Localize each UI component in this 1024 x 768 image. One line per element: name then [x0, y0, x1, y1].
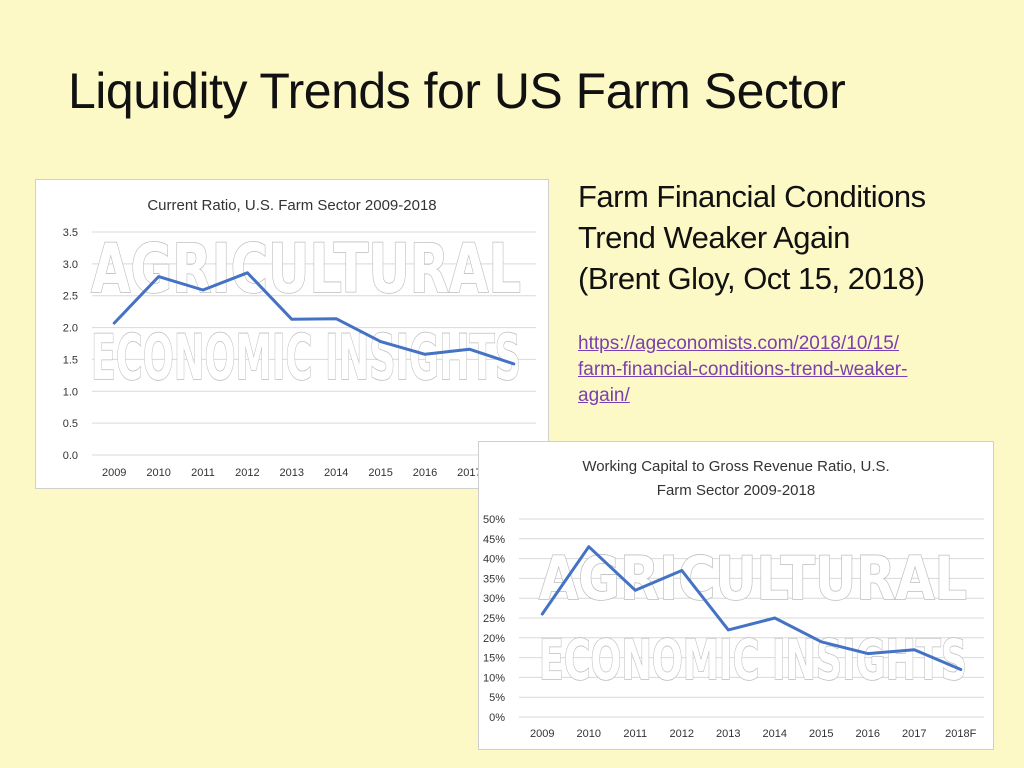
- current-ratio-x-tick-label: 2014: [324, 467, 348, 479]
- current-ratio-chart: AGRICULTURAL ECONOMIC INSIGHTS Current Rat…: [35, 179, 549, 489]
- working-capital-y-tick-label: 40%: [483, 554, 505, 566]
- article-title-line: (Brent Gloy, Oct 15, 2018): [578, 261, 925, 296]
- working-capital-watermark-line: ECONOMIC INSIGHTS: [539, 628, 967, 692]
- current-ratio-y-tick-label: 3.5: [63, 227, 78, 239]
- current-ratio-y-tick-label: 0.0: [63, 450, 78, 462]
- article-link-line[interactable]: farm-financial-conditions-trend-weaker-: [578, 359, 908, 380]
- working-capital-y-tick-label: 30%: [483, 593, 505, 605]
- current-ratio-y-tick-label: 1.0: [63, 386, 78, 398]
- current-ratio-x-tick-label: 2016: [413, 467, 437, 479]
- working-capital-series-line: [540, 545, 963, 671]
- current-ratio-y-tick-label: 1.5: [63, 354, 78, 366]
- working-capital-y-tick-label: 20%: [483, 633, 505, 645]
- current-ratio-x-tick-label: 2012: [235, 467, 259, 479]
- working-capital-y-tick-label: 10%: [483, 672, 505, 684]
- current-ratio-x-tick-label: 2017: [457, 467, 481, 479]
- working-capital-y-tick-label: 0%: [489, 712, 505, 724]
- working-capital-y-tick-label: 35%: [483, 573, 505, 585]
- working-capital-x-tick-label: 2009: [530, 728, 554, 740]
- article-link-line[interactable]: https://ageconomists.com/2018/10/15/: [578, 333, 900, 354]
- slide-title: Liquidity Trends for US Farm Sector: [68, 63, 846, 119]
- current-ratio-x-tick-label: 2011: [191, 467, 215, 479]
- working-capital-y-tick-label: 45%: [483, 534, 505, 546]
- working-capital-x-tick-label: 2016: [856, 728, 880, 740]
- current-ratio-watermark-line: AGRICULTURAL: [91, 230, 521, 309]
- article-title-line: Farm Financial Conditions: [578, 179, 926, 214]
- working-capital-chart: AGRICULTURAL ECONOMIC INSIGHTS Working Cap…: [478, 441, 994, 750]
- working-capital-y-tick-label: 25%: [483, 613, 505, 625]
- working-capital-x-tick-label: 2017: [902, 728, 926, 740]
- current-ratio-x-tick-label: 2010: [146, 467, 170, 479]
- working-capital-x-tick-label: 2013: [716, 728, 740, 740]
- current-ratio-x-tick-label: 2013: [280, 467, 304, 479]
- article-link-line[interactable]: again/: [578, 385, 630, 406]
- working-capital-x-tick-label: 2018F: [945, 728, 976, 740]
- article-title-line: Trend Weaker Again: [578, 220, 850, 255]
- current-ratio-y-tick-label: 3.0: [63, 259, 78, 271]
- current-ratio-y-tick-label: 0.5: [63, 418, 78, 430]
- current-ratio-chart-svg: AGRICULTURAL ECONOMIC INSIGHTS Current Rat…: [63, 197, 536, 479]
- current-ratio-x-tick-label: 2015: [368, 467, 392, 479]
- working-capital-watermark-line: AGRICULTURAL: [539, 544, 967, 614]
- current-ratio-chart-title: Current Ratio, U.S. Farm Sector 2009-201…: [147, 197, 436, 214]
- working-capital-chart-svg: AGRICULTURAL ECONOMIC INSIGHTS Working Cap…: [483, 458, 984, 740]
- article-title: Farm Financial Conditions Trend Weaker A…: [578, 176, 998, 299]
- working-capital-y-tick-label: 5%: [489, 692, 505, 704]
- working-capital-y-tick-label: 50%: [483, 514, 505, 526]
- working-capital-x-tick-label: 2012: [670, 728, 694, 740]
- current-ratio-x-tick-label: 2009: [102, 467, 126, 479]
- working-capital-x-tick-label: 2010: [577, 728, 601, 740]
- working-capital-chart-title: Farm Sector 2009-2018: [657, 482, 815, 499]
- working-capital-x-tick-label: 2014: [763, 728, 787, 740]
- working-capital-y-tick-label: 15%: [483, 653, 505, 665]
- current-ratio-y-tick-label: 2.0: [63, 323, 78, 335]
- current-ratio-series-line: [112, 271, 516, 366]
- current-ratio-watermark-line: ECONOMIC INSIGHTS: [91, 321, 521, 394]
- current-ratio-y-tick-label: 2.5: [63, 291, 78, 303]
- working-capital-x-tick-label: 2015: [809, 728, 833, 740]
- working-capital-x-tick-label: 2011: [623, 728, 647, 740]
- working-capital-chart-title: Working Capital to Gross Revenue Ratio, …: [582, 458, 889, 475]
- article-link[interactable]: https://ageconomists.com/2018/10/15/ far…: [578, 331, 998, 409]
